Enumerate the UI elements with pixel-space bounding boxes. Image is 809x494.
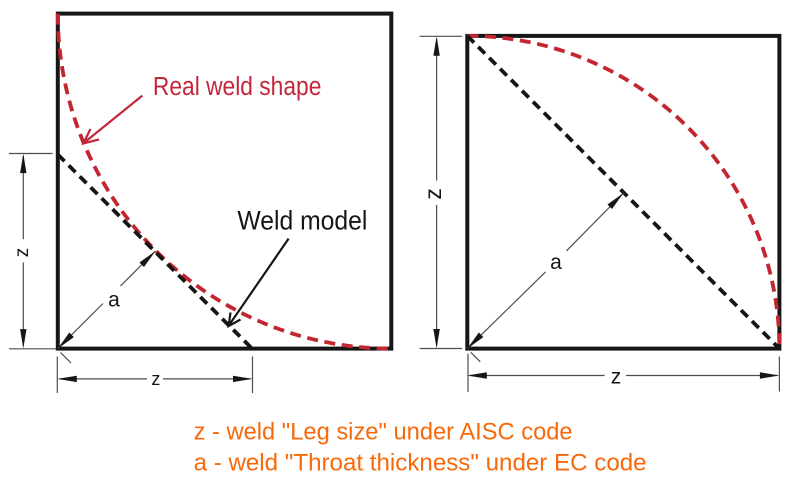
- svg-text:a: a: [550, 251, 562, 274]
- svg-text:z - weld "Leg size" under AISC: z - weld "Leg size" under AISC code: [194, 418, 573, 445]
- svg-text:a - weld "Throat thickness" un: a - weld "Throat thickness" under EC cod…: [194, 450, 647, 477]
- svg-text:z: z: [151, 369, 160, 389]
- svg-text:z: z: [420, 188, 446, 200]
- svg-text:Real weld shape: Real weld shape: [153, 73, 322, 101]
- svg-text:z: z: [12, 248, 33, 258]
- svg-text:Weld model: Weld model: [237, 206, 367, 236]
- svg-text:z: z: [611, 365, 622, 388]
- svg-text:a: a: [108, 289, 120, 312]
